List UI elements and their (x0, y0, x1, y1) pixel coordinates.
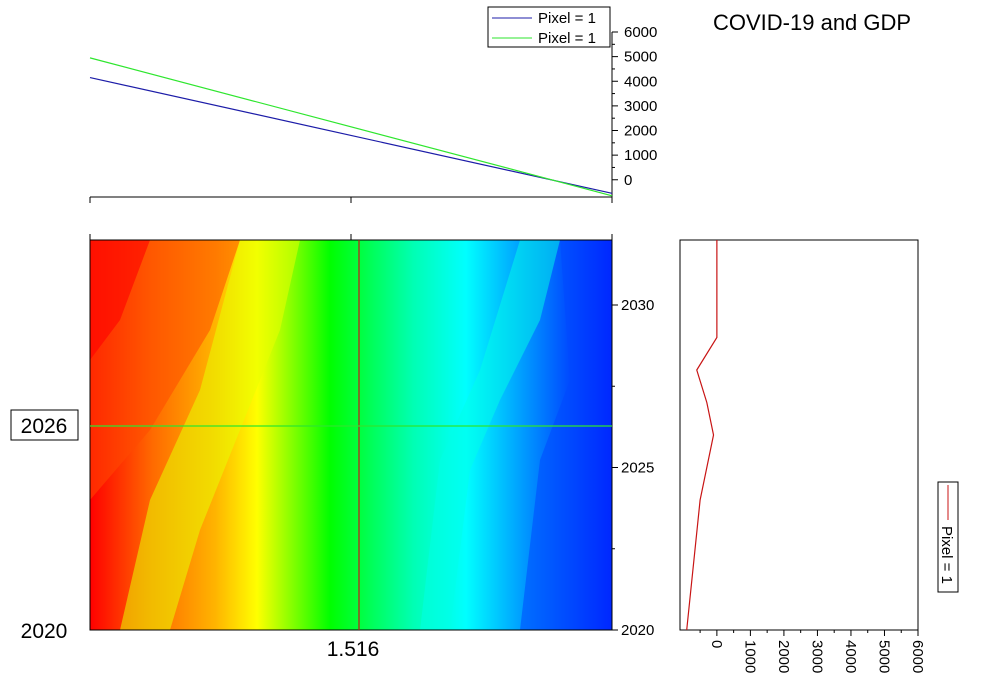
top-series-line-1 (89, 76, 613, 194)
right-x-tick-label: 5000 (875, 640, 892, 673)
right-legend: Pixel = 1 (937, 481, 959, 593)
right-line-panel: 0 1000 2000 3000 4000 5000 6000 Pixel = 1 (679, 239, 959, 673)
heatmap-panel: 2020 2025 2030 2026 2020 1.516 (10, 234, 654, 661)
heatmap-y-tick-label: 2025 (621, 460, 654, 477)
top-y-tick-label: 1000 (624, 147, 657, 164)
top-series-line-2 (89, 57, 613, 197)
right-x-tick-label: 2000 (775, 640, 792, 673)
top-line-panel: 0 1000 2000 3000 4000 5000 6000 Pixel = 1 Pixe… (89, 6, 657, 203)
heatmap-band (420, 240, 560, 630)
y-cursor-label: 2026 (21, 415, 68, 438)
right-panel-series (686, 240, 718, 631)
top-y-tick-label: 2000 (624, 123, 657, 140)
top-legend: Pixel = 1 Pixel = 1 (487, 6, 611, 48)
heatmap-y-tick-label: 2030 (621, 297, 654, 314)
heatmap-band (90, 240, 240, 500)
heatmap-band (90, 240, 150, 360)
right-legend-label: Pixel = 1 (938, 526, 955, 584)
top-y-tick-label: 4000 (624, 73, 657, 90)
right-x-tick-label: 4000 (842, 640, 859, 673)
right-x-tick-label: 1000 (741, 640, 758, 673)
legend-label-series1: Pixel = 1 (538, 10, 596, 27)
top-y-tick-label: 6000 (624, 24, 657, 41)
right-panel-x-ticks: 0 1000 2000 3000 4000 5000 6000 (699, 630, 926, 673)
heatmap-band (120, 240, 300, 630)
y-min-label: 2020 (21, 620, 68, 643)
heatmap-band (520, 240, 612, 630)
top-y-tick-label: 3000 (624, 98, 657, 115)
y-cursor-label-box (10, 409, 79, 441)
right-legend-box (937, 481, 959, 593)
heatmap-y-tick-label: 2020 (621, 622, 654, 639)
right-x-tick-label: 0 (708, 640, 725, 648)
right-x-tick-label: 6000 (909, 640, 926, 673)
x-cursor-label: 1.516 (327, 638, 380, 661)
legend-label-series2: Pixel = 1 (538, 30, 596, 47)
right-panel-frame (679, 239, 919, 631)
top-y-tick-label: 5000 (624, 49, 657, 66)
chart-title: COVID-19 and GDP (713, 10, 912, 35)
right-series-line-1 (686, 240, 718, 631)
right-x-tick-label: 3000 (808, 640, 825, 673)
top-panel-series (89, 57, 613, 197)
legend-box (487, 6, 611, 48)
top-panel-y-ticks: 0 1000 2000 3000 4000 5000 6000 (612, 24, 657, 189)
heatmap-y-ticks: 2020 2025 2030 (612, 297, 654, 639)
top-y-tick-label: 0 (624, 172, 632, 189)
